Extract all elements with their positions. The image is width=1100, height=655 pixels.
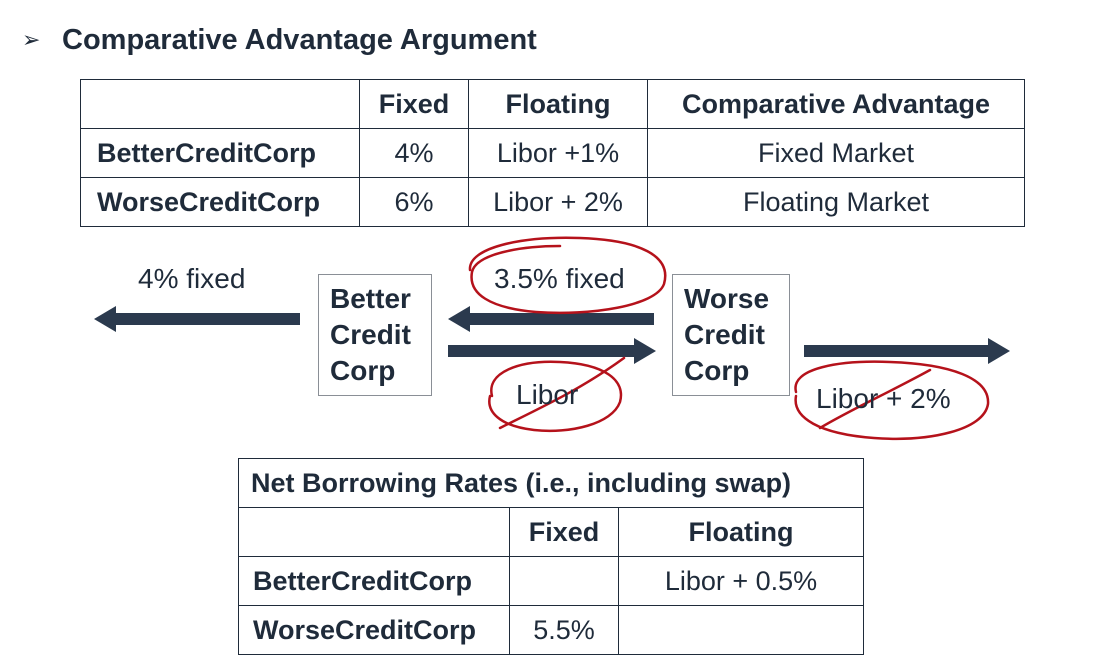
table-cell [509, 556, 619, 606]
worse-credit-corp-label: Worse Credit Corp [684, 283, 770, 386]
row-label-better: BetterCreditCorp [238, 556, 510, 606]
table-cell: Floating Market [647, 177, 1025, 227]
arrow-shaft [466, 313, 654, 325]
annotation-strike-libor [498, 356, 626, 430]
swap-fixed-arrow-icon [448, 306, 654, 332]
borrowing-rates-table: Fixed Floating Comparative Advantage Bet… [80, 79, 1025, 227]
annotation-circle-fixed [468, 236, 667, 315]
table-cell: 6% [359, 177, 469, 227]
table-cell: Fixed Market [647, 128, 1025, 178]
row-label-better: BetterCreditCorp [80, 128, 360, 178]
table-caption-row: Net Borrowing Rates (i.e., including swa… [238, 458, 864, 508]
annotation-circle-libor-plus [794, 360, 990, 440]
table-cell: Libor + 2% [468, 177, 648, 227]
table-row: BetterCreditCorp 4% Libor +1% Fixed Mark… [80, 128, 1025, 178]
header-cell-fixed: Fixed [509, 507, 619, 557]
swap-floating-arrow-icon [448, 338, 656, 364]
slide-title: Comparative Advantage Argument [62, 23, 537, 56]
arrow-head [634, 338, 656, 364]
worse-credit-corp-box [672, 274, 790, 396]
slide-heading: ➢ Comparative Advantage Argument [22, 22, 537, 58]
row-label-worse: WorseCreditCorp [238, 605, 510, 655]
arrow-head [988, 338, 1010, 364]
row-label-worse: WorseCreditCorp [80, 177, 360, 227]
header-cell-fixed: Fixed [359, 79, 469, 129]
header-cell-empty [238, 507, 510, 557]
arrow-shaft [448, 345, 636, 357]
table-cell: 5.5% [509, 605, 619, 655]
left-arrow-icon [94, 306, 300, 332]
arrow-head [94, 306, 116, 332]
table-cell [618, 605, 864, 655]
table-header-row: Fixed Floating [238, 507, 864, 557]
net-borrowing-rates-table: Net Borrowing Rates (i.e., including swa… [238, 458, 864, 655]
table-caption: Net Borrowing Rates (i.e., including swa… [238, 458, 864, 508]
swap-floating-label: Libor [516, 379, 579, 410]
header-cell-floating: Floating [468, 79, 648, 129]
table-row: BetterCreditCorp Libor + 0.5% [238, 556, 864, 606]
arrow-shaft [112, 313, 300, 325]
annotation-circle-libor [488, 360, 623, 433]
arrow-head [448, 306, 470, 332]
annotation-strike-libor-plus [818, 368, 932, 430]
swap-fixed-label: 3.5% fixed [494, 263, 625, 294]
right-flow-label: Libor + 2% [816, 383, 951, 414]
right-arrow-icon [804, 338, 1010, 364]
better-credit-corp-box [318, 274, 432, 396]
header-cell-floating: Floating [618, 507, 864, 557]
arrow-shaft [804, 345, 992, 357]
table-cell: Libor + 0.5% [618, 556, 864, 606]
better-credit-corp-label: Better Credit Corp [330, 283, 411, 386]
table-row: WorseCreditCorp 5.5% [238, 605, 864, 655]
left-flow-label: 4% fixed [138, 263, 246, 294]
table-row: WorseCreditCorp 6% Libor + 2% Floating M… [80, 177, 1025, 227]
bullet-arrow-icon: ➢ [22, 27, 41, 52]
table-cell: Libor +1% [468, 128, 648, 178]
